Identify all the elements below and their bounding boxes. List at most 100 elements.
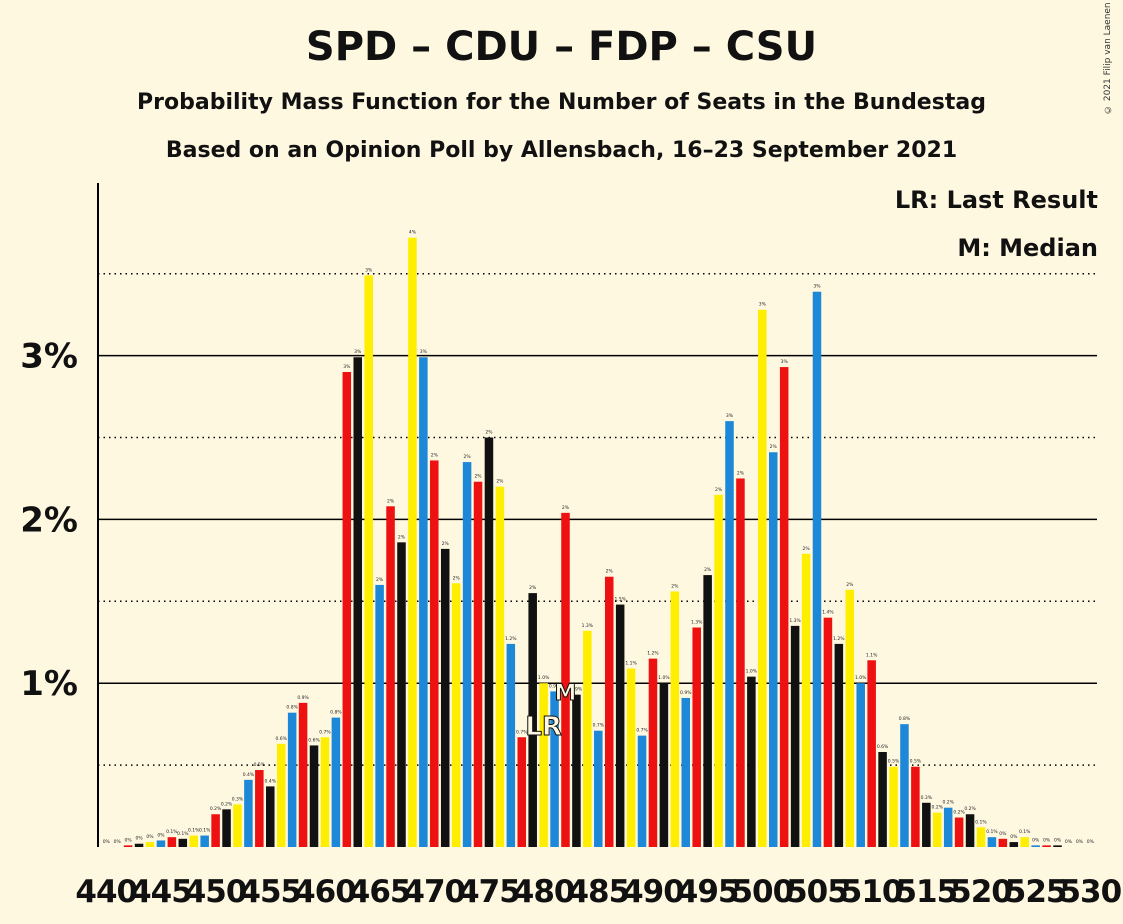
- bar: [408, 237, 417, 847]
- bar-value-label: 2%: [846, 582, 854, 588]
- bar-value-label: 3%: [420, 349, 428, 355]
- bar-value-label: 0%: [1054, 837, 1062, 843]
- bar-value-label: 0.6%: [877, 744, 889, 750]
- bar-value-label: 0%: [1065, 839, 1073, 845]
- bar: [1031, 845, 1040, 847]
- bar-value-label: 1.3%: [691, 620, 703, 626]
- bar-value-label: 2%: [485, 430, 493, 436]
- bar: [1053, 845, 1062, 847]
- bar: [320, 737, 330, 847]
- bar: [670, 591, 680, 847]
- bar-value-label: 3%: [726, 413, 734, 419]
- bar-value-label: 1.1%: [625, 660, 637, 666]
- bar: [397, 542, 406, 847]
- bar: [911, 766, 920, 847]
- bar-value-label: 0.1%: [177, 831, 189, 837]
- bar-value-label: 1.0%: [855, 675, 867, 681]
- y-tick-label: 1%: [20, 664, 78, 704]
- bar: [943, 807, 953, 847]
- bar: [725, 421, 734, 847]
- bar: [495, 486, 505, 847]
- bar: [200, 835, 209, 847]
- last-result-marker: LR: [525, 712, 562, 742]
- bar-value-label: 2%: [715, 487, 723, 493]
- bar-value-label: 2%: [737, 470, 745, 476]
- bar-value-label: 1.0%: [538, 675, 550, 681]
- bar-value-label: 0.2%: [221, 801, 233, 807]
- x-tick-label: 450: [185, 874, 247, 910]
- bar: [768, 452, 778, 847]
- bar: [211, 814, 220, 847]
- bar-value-label: 0.2%: [210, 806, 222, 812]
- bar-value-label: 0.1%: [986, 829, 998, 835]
- bar: [364, 275, 373, 847]
- bar-value-label: 0%: [146, 834, 154, 840]
- bar-value-label: 1.3%: [582, 623, 594, 629]
- x-tick-label: 515: [895, 874, 957, 910]
- x-tick-label: 530: [1059, 874, 1121, 910]
- bar-value-label: 0.7%: [516, 729, 528, 735]
- bar-value-label: 1.2%: [647, 651, 659, 657]
- x-tick-label: 490: [622, 874, 684, 910]
- bar: [276, 743, 286, 847]
- bar: [834, 643, 844, 847]
- bar-value-label: 0%: [999, 831, 1007, 837]
- bar: [375, 584, 384, 847]
- bar: [801, 553, 811, 847]
- bar-value-label: 0.5%: [910, 759, 922, 765]
- bar: [965, 814, 975, 847]
- bar: [976, 827, 986, 847]
- chart-axes: 1%2%3%4404454504554604654704754804854904…: [20, 183, 1123, 910]
- bar-value-label: 0.7%: [593, 723, 605, 729]
- bar-value-label: 2%: [704, 567, 712, 573]
- x-tick-label: 470: [403, 874, 465, 910]
- x-tick-label: 500: [731, 874, 793, 910]
- bar-value-label: 2%: [398, 534, 406, 540]
- bar: [222, 809, 231, 847]
- bar: [922, 802, 931, 847]
- chart-value-labels: 0% 0% 0% 0% 0% 0%0.1% 0.1%0.1% 0.1%0.2%0.2%0.3%…: [103, 230, 1095, 845]
- bar-value-label: 0.9%: [549, 683, 561, 689]
- bar-value-label: 0.1%: [199, 828, 211, 834]
- bar-value-label: 3%: [781, 359, 789, 365]
- bar-value-label: 0.8%: [286, 705, 298, 711]
- bar: [790, 625, 800, 847]
- chart-subtitle-poll: Based on an Opinion Poll by Allensbach, …: [165, 138, 958, 163]
- bar: [233, 804, 242, 847]
- bar-value-label: 0.7%: [636, 728, 648, 734]
- bar-value-label: 2%: [474, 474, 482, 480]
- chart-title: SPD – CDU – FDP – CSU: [305, 24, 818, 70]
- bar-value-label: 3%: [759, 302, 767, 308]
- bar-value-label: 3%: [343, 364, 351, 370]
- bar-value-label: 1.2%: [833, 636, 845, 642]
- bar: [561, 512, 570, 847]
- legend-median: M: Median: [957, 234, 1098, 262]
- bar: [1020, 837, 1029, 847]
- bar: [681, 697, 691, 847]
- bar-value-label: 2%: [671, 583, 679, 589]
- bar: [331, 717, 341, 847]
- bar: [604, 576, 614, 847]
- bar-value-label: 0.2%: [942, 800, 954, 806]
- bar-value-label: 2%: [431, 452, 439, 458]
- bar-value-label: 0.3%: [232, 796, 244, 802]
- bar: [659, 683, 669, 847]
- x-tick-label: 460: [294, 874, 356, 910]
- bar: [451, 583, 461, 847]
- x-tick-label: 480: [513, 874, 575, 910]
- bar: [528, 593, 537, 847]
- bar: [572, 694, 581, 847]
- chart-grid: [98, 272, 1097, 766]
- bar-value-label: 0.6%: [308, 737, 320, 743]
- bar: [506, 643, 516, 847]
- bar-value-label: 0.2%: [953, 810, 965, 816]
- bar: [244, 779, 253, 847]
- bar-value-label: 0%: [125, 837, 133, 843]
- bar-value-label: 0.2%: [932, 805, 944, 811]
- bar: [156, 840, 166, 847]
- bar: [309, 745, 319, 847]
- bar: [189, 835, 199, 847]
- bar: [758, 309, 767, 848]
- bar: [255, 770, 264, 847]
